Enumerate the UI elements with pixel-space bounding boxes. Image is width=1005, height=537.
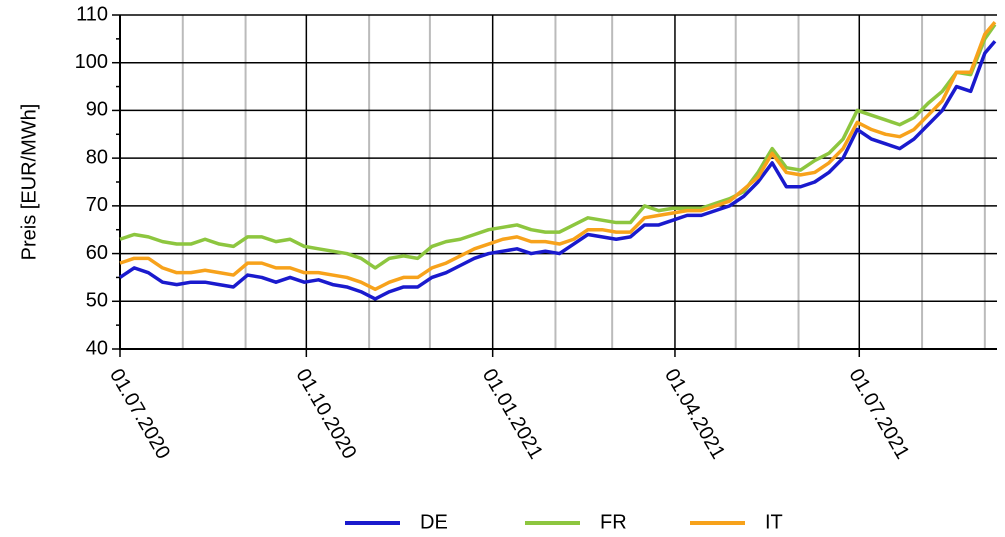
x-tick-label: 01.07.2020	[105, 365, 174, 463]
y-tick-label: 100	[75, 51, 108, 73]
x-tick-label: 01.01.2021	[478, 365, 547, 463]
x-tick-label: 01.04.2021	[660, 365, 729, 463]
legend-label: FR	[600, 511, 627, 533]
y-tick-label: 110	[76, 3, 108, 25]
x-tick-label: 01.07.2021	[844, 365, 913, 463]
y-tick-label: 50	[86, 290, 108, 312]
y-tick-label: 60	[86, 242, 108, 264]
y-tick-label: 80	[86, 146, 108, 168]
y-tick-label: 40	[86, 337, 108, 359]
series-line	[119, 40, 997, 301]
series-line	[119, 23, 997, 270]
y-axis-label: Preis [EUR/MWh]	[18, 104, 40, 261]
y-tick-label: 90	[86, 99, 108, 121]
series-line	[119, 21, 997, 292]
x-tick-label: 01.10.2020	[291, 365, 360, 463]
legend-label: IT	[765, 511, 783, 533]
y-tick-label: 70	[86, 194, 108, 216]
legend-label: DE	[420, 511, 448, 533]
